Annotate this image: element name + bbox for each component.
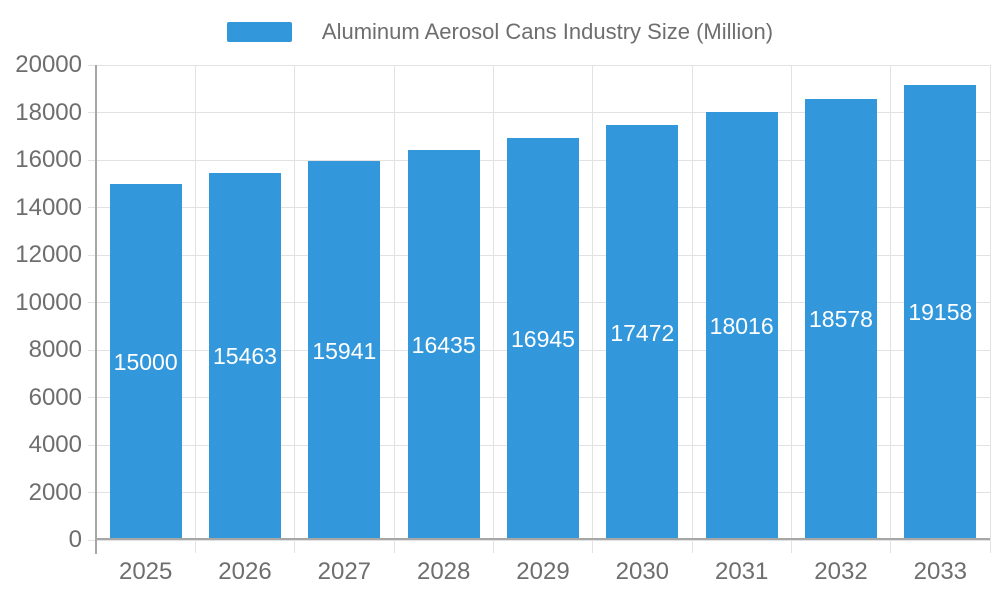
bar-2031[interactable] <box>705 112 778 540</box>
y-axis-tick-label: 10000 <box>15 288 82 316</box>
x-gridline <box>393 65 395 553</box>
bar-value-label: 18578 <box>809 306 873 333</box>
chart-legend[interactable]: Aluminum Aerosol Cans Industry Size (Mil… <box>0 20 1000 44</box>
y-axis-tick-label: 14000 <box>15 193 82 221</box>
plot-area: 0 2000 4000 6000 8000 10000 12000 14000 16000 180… <box>15 51 991 585</box>
y-axis-tick-label: 6000 <box>28 383 82 411</box>
x-gridline <box>194 65 196 553</box>
y-axis-tick-label: 20000 <box>15 51 82 78</box>
x-axis-tick-label: 2027 <box>317 558 372 585</box>
y-gridline <box>88 539 990 541</box>
bar-value-label: 15941 <box>312 337 377 364</box>
x-axis-tick-label: 2025 <box>118 558 173 585</box>
y-axis-tick-label: 8000 <box>28 336 82 363</box>
bar-2028[interactable] <box>407 149 480 540</box>
x-gridline <box>691 65 693 553</box>
x-axis-line <box>96 538 990 540</box>
y-gridline <box>88 64 990 66</box>
bar-2032[interactable] <box>805 98 877 540</box>
y-axis-tick-label: 18000 <box>15 98 82 126</box>
x-axis-tick-label: 2033 <box>913 558 968 585</box>
y-axis-tick-label: 12000 <box>15 241 82 268</box>
bar-2026[interactable] <box>209 172 281 540</box>
bar-value-label: 15463 <box>213 343 277 370</box>
y-axis-tick-label: 2000 <box>28 478 82 506</box>
bar-2025[interactable] <box>109 183 182 540</box>
legend-label: Aluminum Aerosol Cans Industry Size (Mil… <box>321 19 774 44</box>
bar-2029[interactable] <box>507 137 579 540</box>
x-axis-tick-label: 2032 <box>814 558 868 585</box>
y-axis-tick-label: 4000 <box>28 431 82 458</box>
x-gridline <box>294 65 296 553</box>
x-axis-tick-label: 2031 <box>714 558 769 585</box>
x-gridline <box>989 65 991 553</box>
bar-2033[interactable] <box>904 84 977 540</box>
legend-swatch <box>226 22 292 42</box>
x-axis-tick-label: 2030 <box>615 558 670 585</box>
bar-2030[interactable] <box>606 125 679 540</box>
bar-value-label: 16945 <box>511 325 575 352</box>
bar-value-label: 17472 <box>610 319 675 346</box>
x-gridline <box>790 65 792 553</box>
bar-value-label: 18016 <box>709 313 774 340</box>
y-axis-tick-label: 16000 <box>15 146 82 173</box>
y-gridline <box>88 112 990 113</box>
y-axis-line <box>95 65 97 554</box>
x-axis-tick-label: 2028 <box>416 558 471 585</box>
bar-value-label: 19158 <box>908 299 973 326</box>
x-gridline <box>890 65 892 553</box>
x-axis-tick-label: 2029 <box>516 558 570 585</box>
x-axis-tick-label: 2026 <box>218 558 272 585</box>
x-gridline <box>592 65 594 553</box>
y-axis-tick-label: 0 <box>68 526 82 553</box>
bar-value-label: 15000 <box>113 348 178 375</box>
bar-2027[interactable] <box>308 161 381 540</box>
bar-value-label: 16435 <box>411 331 476 358</box>
x-gridline <box>492 65 494 553</box>
